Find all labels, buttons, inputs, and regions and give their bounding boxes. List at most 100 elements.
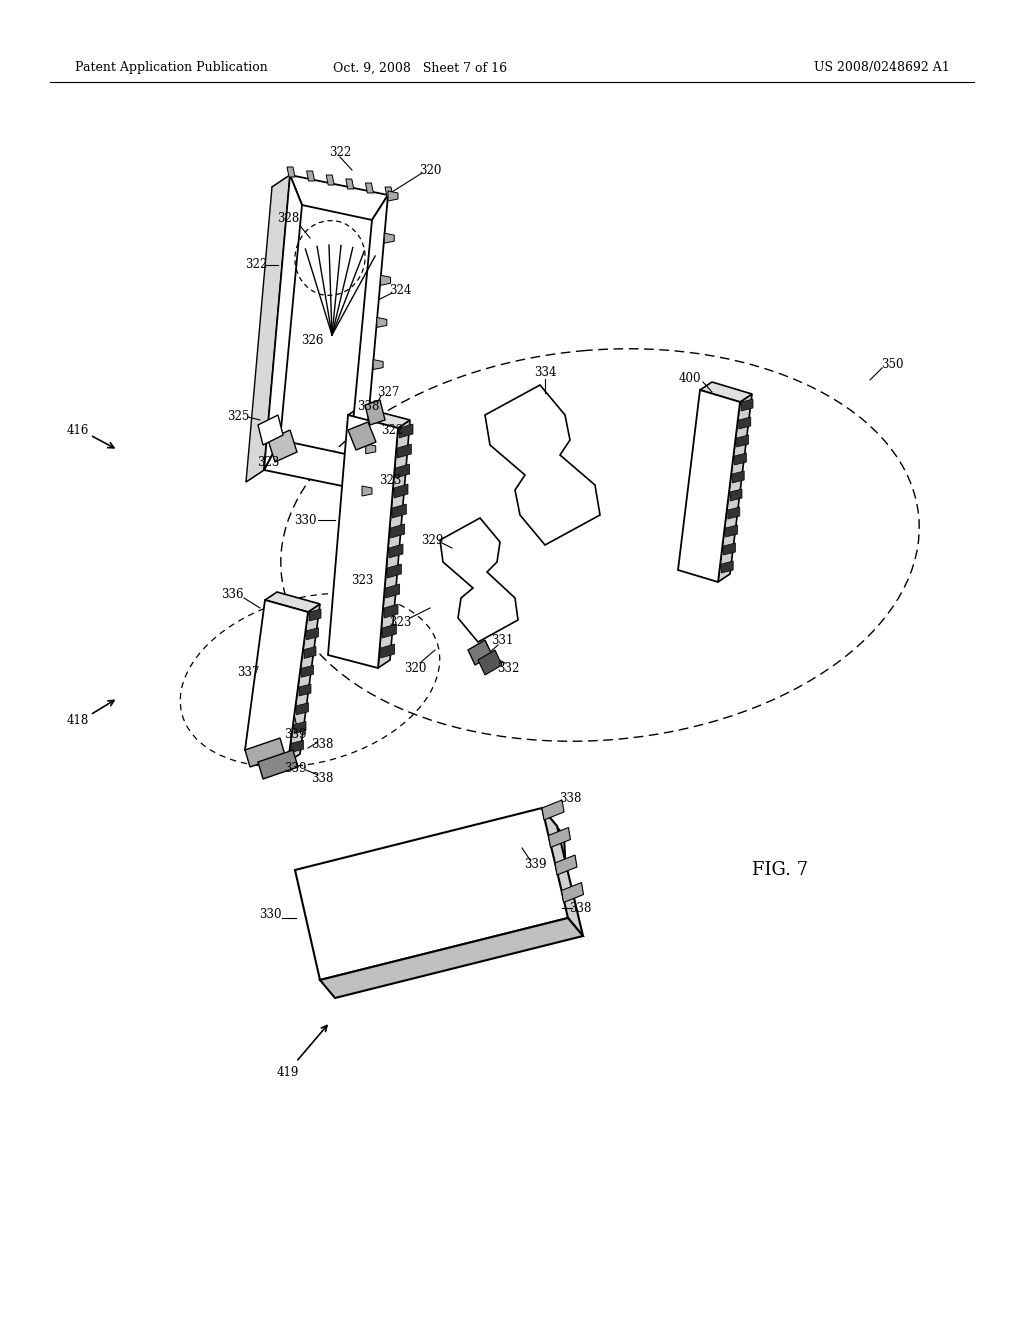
Polygon shape — [377, 317, 387, 327]
Text: 323: 323 — [379, 474, 401, 487]
Polygon shape — [485, 385, 600, 545]
Polygon shape — [389, 544, 403, 558]
Polygon shape — [306, 628, 318, 640]
Polygon shape — [295, 808, 568, 979]
Polygon shape — [299, 684, 311, 696]
Polygon shape — [391, 524, 404, 539]
Text: 419: 419 — [276, 1065, 299, 1078]
Polygon shape — [736, 436, 749, 447]
Polygon shape — [297, 702, 308, 714]
Polygon shape — [678, 389, 740, 582]
Text: 330: 330 — [294, 513, 316, 527]
Polygon shape — [732, 471, 744, 483]
Polygon shape — [468, 640, 492, 665]
Text: 320: 320 — [403, 661, 426, 675]
Text: 332: 332 — [497, 661, 519, 675]
Polygon shape — [245, 601, 308, 762]
Text: 400: 400 — [679, 371, 701, 384]
Polygon shape — [387, 564, 401, 578]
Polygon shape — [723, 543, 735, 554]
Polygon shape — [728, 507, 739, 519]
Text: 323: 323 — [351, 573, 373, 586]
Polygon shape — [700, 381, 752, 403]
Text: 326: 326 — [301, 334, 324, 346]
Polygon shape — [246, 176, 290, 482]
Polygon shape — [730, 488, 742, 502]
Text: 418: 418 — [67, 714, 89, 726]
Text: 330: 330 — [259, 908, 282, 921]
Polygon shape — [373, 359, 383, 370]
Text: 327: 327 — [377, 387, 399, 400]
Polygon shape — [388, 191, 398, 201]
Text: 338: 338 — [311, 771, 333, 784]
Polygon shape — [365, 400, 385, 425]
Text: Patent Application Publication: Patent Application Publication — [75, 62, 267, 74]
Text: 339: 339 — [284, 762, 306, 775]
Polygon shape — [304, 647, 316, 659]
Polygon shape — [258, 750, 298, 779]
Polygon shape — [264, 176, 302, 470]
Text: 322: 322 — [245, 259, 267, 272]
Polygon shape — [561, 883, 584, 903]
Polygon shape — [272, 176, 302, 216]
Polygon shape — [366, 444, 376, 454]
Polygon shape — [346, 180, 354, 189]
Text: FIG. 7: FIG. 7 — [752, 861, 808, 879]
Polygon shape — [734, 453, 746, 465]
Polygon shape — [246, 440, 280, 482]
Polygon shape — [726, 525, 737, 537]
Polygon shape — [350, 195, 388, 490]
Polygon shape — [328, 414, 398, 668]
Text: 337: 337 — [237, 665, 259, 678]
Polygon shape — [290, 176, 388, 220]
Polygon shape — [478, 649, 502, 675]
Text: 338: 338 — [568, 902, 591, 915]
Polygon shape — [399, 424, 413, 438]
Text: 336: 336 — [221, 589, 244, 602]
Polygon shape — [738, 417, 751, 429]
Text: 338: 338 — [559, 792, 582, 804]
Text: 334: 334 — [534, 367, 556, 380]
Polygon shape — [378, 420, 410, 668]
Polygon shape — [362, 486, 372, 496]
Text: US 2008/0248692 A1: US 2008/0248692 A1 — [814, 62, 950, 74]
Polygon shape — [721, 561, 733, 573]
Polygon shape — [258, 414, 283, 445]
Polygon shape — [381, 644, 394, 657]
Polygon shape — [549, 828, 570, 847]
Text: 320: 320 — [419, 164, 441, 177]
Polygon shape — [264, 440, 362, 490]
Text: 338: 338 — [311, 738, 333, 751]
Polygon shape — [718, 393, 752, 582]
Text: Oct. 9, 2008   Sheet 7 of 16: Oct. 9, 2008 Sheet 7 of 16 — [333, 62, 507, 74]
Text: 322: 322 — [381, 424, 403, 437]
Text: 328: 328 — [276, 211, 299, 224]
Polygon shape — [265, 591, 319, 612]
Text: 323: 323 — [389, 615, 412, 628]
Polygon shape — [294, 722, 306, 734]
Polygon shape — [348, 422, 376, 450]
Polygon shape — [741, 399, 753, 411]
Polygon shape — [440, 517, 518, 642]
Text: 331: 331 — [490, 634, 513, 647]
Text: 329: 329 — [421, 533, 443, 546]
Polygon shape — [268, 430, 297, 462]
Polygon shape — [542, 800, 564, 820]
Polygon shape — [385, 187, 393, 197]
Polygon shape — [392, 504, 407, 517]
Polygon shape — [292, 741, 303, 752]
Polygon shape — [288, 605, 319, 762]
Polygon shape — [384, 605, 398, 618]
Polygon shape — [301, 665, 313, 677]
Text: 323: 323 — [257, 455, 280, 469]
Polygon shape — [395, 465, 410, 478]
Text: 325: 325 — [226, 411, 249, 424]
Text: 416: 416 — [67, 424, 89, 437]
Polygon shape — [397, 444, 412, 458]
Polygon shape — [309, 609, 321, 620]
Polygon shape — [381, 276, 390, 285]
Polygon shape — [366, 183, 374, 193]
Polygon shape — [370, 401, 380, 412]
Polygon shape — [319, 917, 583, 998]
Text: 350: 350 — [881, 359, 903, 371]
